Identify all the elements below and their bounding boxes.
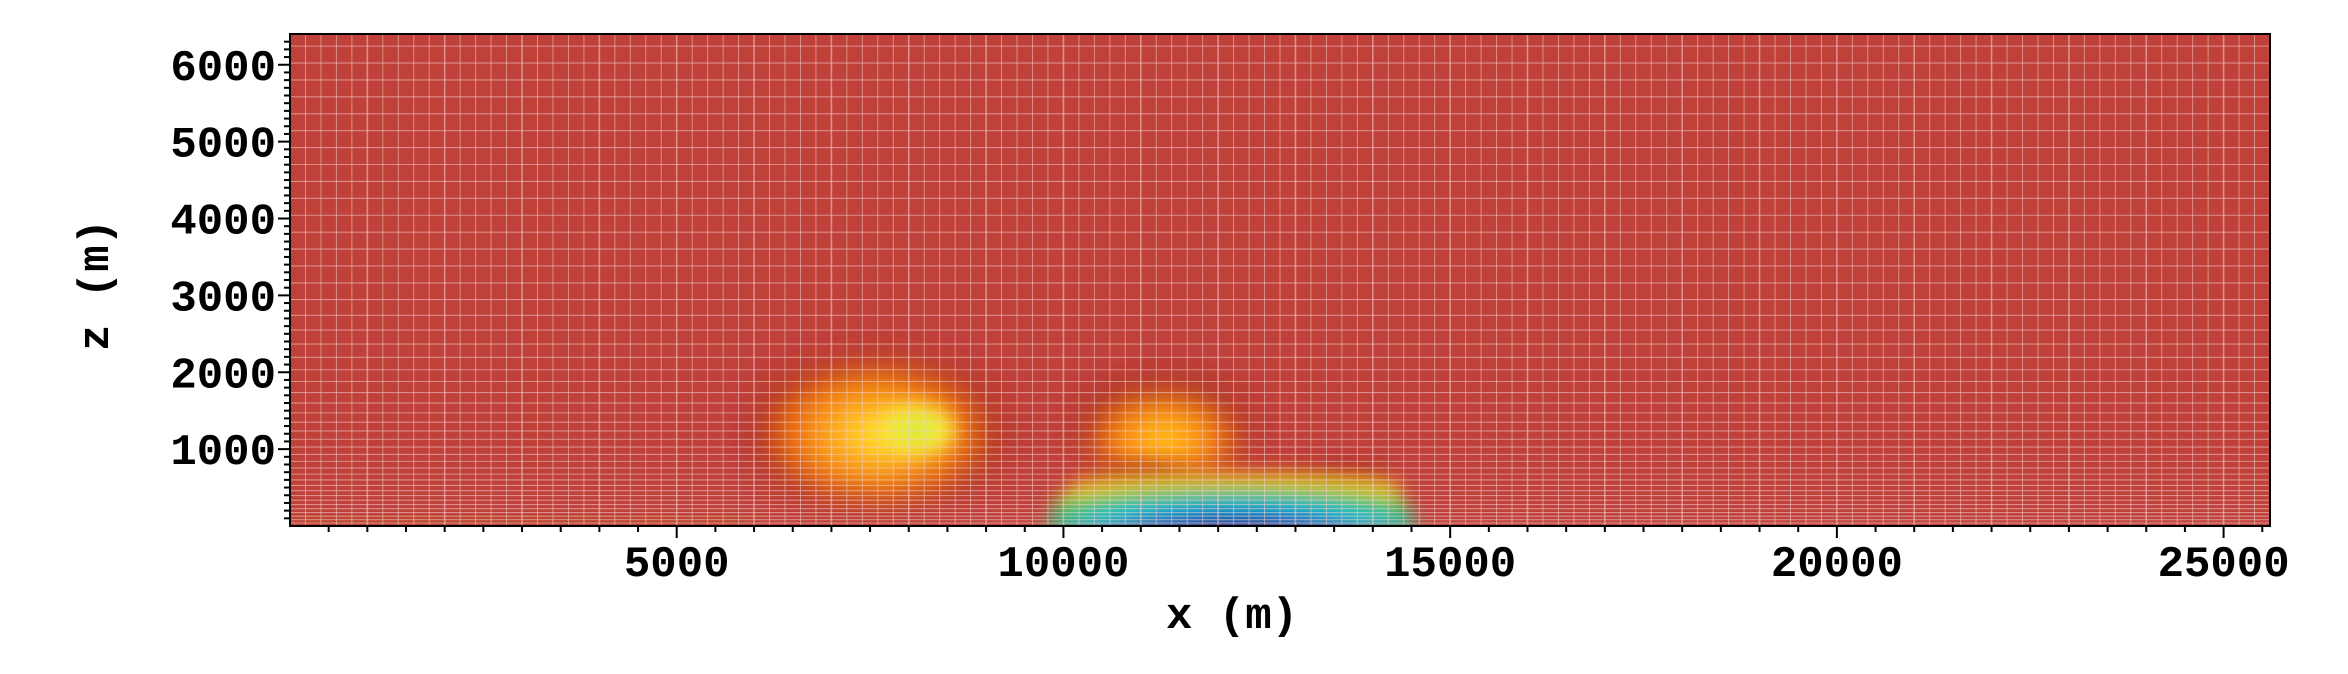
plot-area <box>290 34 2270 526</box>
x-tick-label: 10000 <box>997 540 1129 590</box>
x-tick-label: 20000 <box>1771 540 1903 590</box>
grid-lines <box>290 34 2270 526</box>
x-axis-tick-labels: 5000 10000 15000 20000 25000 <box>624 540 2290 590</box>
y-tick-label: 3000 <box>170 274 276 324</box>
y-axis-tick-labels: 1000 2000 3000 4000 5000 6000 <box>170 44 276 478</box>
x-axis-ticks <box>327 526 2264 538</box>
y-axis-ticks <box>278 40 290 520</box>
rotor-core-feature <box>877 404 956 456</box>
x-axis-label: x (m) <box>1166 592 1298 642</box>
x-tick-label: 25000 <box>2158 540 2290 590</box>
y-tick-label: 6000 <box>170 44 276 94</box>
x-tick-label: 5000 <box>624 540 730 590</box>
y-tick-label: 4000 <box>170 198 276 248</box>
y-tick-label: 2000 <box>170 351 276 401</box>
y-tick-label: 1000 <box>170 428 276 478</box>
x-tick-label: 15000 <box>1384 540 1516 590</box>
y-axis-label: z (m) <box>72 219 122 351</box>
y-tick-label: 5000 <box>170 121 276 171</box>
rotor-feature <box>1078 379 1250 488</box>
